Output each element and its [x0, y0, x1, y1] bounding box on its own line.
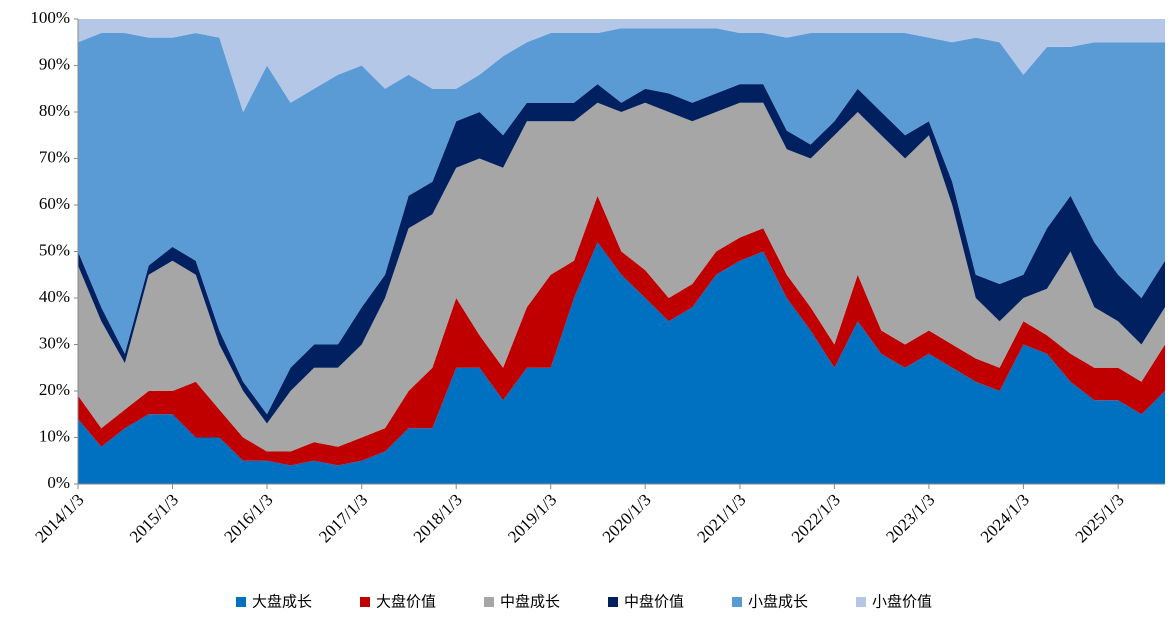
y-tick-label: 30% [39, 333, 70, 352]
legend-label: 大盘价值 [376, 593, 436, 611]
legend-swatch [732, 597, 742, 607]
legend-label: 中盘价值 [624, 593, 684, 611]
y-tick-label: 90% [39, 54, 70, 73]
y-tick-label: 10% [39, 426, 70, 445]
legend-swatch [856, 597, 866, 607]
y-tick-label: 70% [39, 147, 70, 166]
x-tick-label: 2015/1/3 [126, 490, 182, 546]
x-tick-label: 2014/1/3 [31, 490, 87, 546]
x-tick-label: 2024/1/3 [977, 490, 1033, 546]
x-tick-label: 2022/1/3 [788, 490, 844, 546]
area [78, 84, 1165, 424]
area [78, 242, 1165, 484]
y-tick-label: 60% [39, 194, 70, 213]
legend-swatch [236, 597, 246, 607]
area [78, 102, 1165, 452]
legend-label: 小盘价值 [872, 593, 932, 611]
legend-label: 小盘成长 [748, 593, 808, 611]
y-tick-label: 50% [39, 240, 70, 259]
y-tick-label: 40% [39, 287, 70, 306]
legend-swatch [484, 597, 494, 607]
x-tick-label: 2023/1/3 [882, 490, 938, 546]
y-tick-label: 20% [39, 380, 70, 399]
legend-label: 中盘成长 [500, 593, 560, 611]
legend-swatch [608, 597, 618, 607]
y-tick-label: 0% [47, 473, 70, 492]
legend-swatch [360, 597, 370, 607]
y-tick-label: 80% [39, 101, 70, 120]
area [78, 28, 1165, 415]
legend-label: 大盘成长 [252, 593, 312, 611]
x-tick-label: 2017/1/3 [315, 490, 371, 546]
x-tick-label: 2020/1/3 [599, 490, 655, 546]
x-tick-label: 2025/1/3 [1072, 490, 1128, 546]
y-tick-label: 100% [30, 8, 70, 27]
area [78, 19, 1165, 112]
x-tick-label: 2019/1/3 [504, 490, 560, 546]
x-tick-label: 2018/1/3 [410, 490, 466, 546]
x-tick-label: 2016/1/3 [220, 490, 276, 546]
x-tick-label: 2021/1/3 [693, 490, 749, 546]
